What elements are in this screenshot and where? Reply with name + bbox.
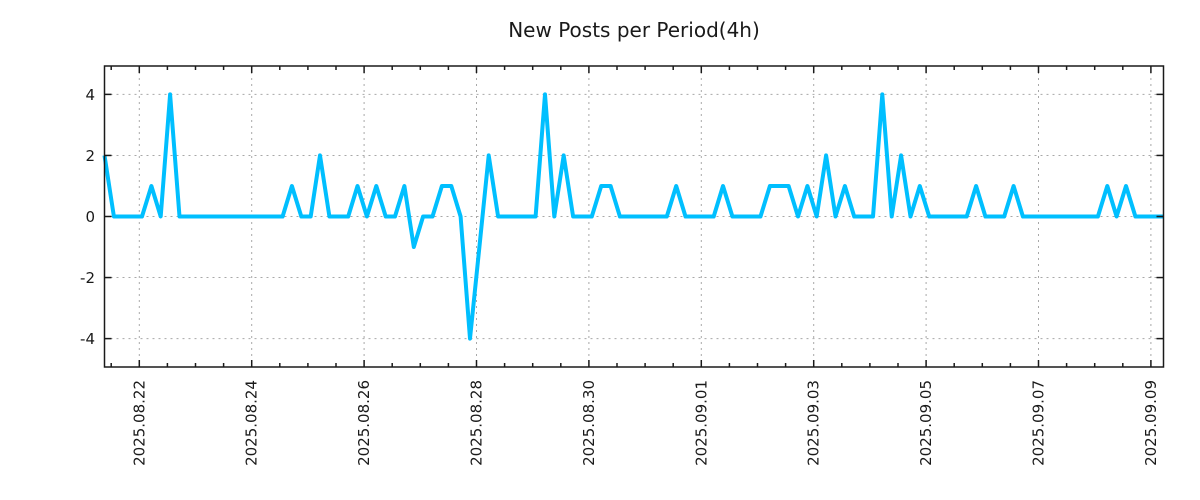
- x-tick-label: 2025.08.28: [468, 380, 486, 466]
- y-tick-label: 4: [85, 86, 95, 104]
- chart-title: New Posts per Period(4h): [508, 18, 760, 42]
- y-tick-label: 2: [85, 147, 95, 165]
- x-tick-label: 2025.08.24: [243, 380, 261, 466]
- x-tick-label: 2025.08.26: [355, 380, 373, 466]
- series-layer: [102, 92, 1164, 341]
- x-tick-label: 2025.09.05: [917, 380, 935, 466]
- y-tick-label: -4: [80, 330, 95, 348]
- x-tick-label: 2025.09.01: [692, 380, 710, 466]
- x-tick-label: 2025.09.09: [1142, 380, 1160, 466]
- series-line-new-posts: [102, 92, 1164, 341]
- x-tick-label: 2025.08.22: [130, 380, 148, 466]
- plot-border: [103, 65, 1165, 368]
- axis-labels: -4 -2 0 2 4 2025.08.22 2025.08.24 2025.08.26 202…: [80, 86, 1160, 466]
- x-tick-label: 2025.08.30: [580, 380, 598, 466]
- y-tick-label: -2: [80, 269, 95, 287]
- y-tick-label: 0: [85, 208, 95, 226]
- x-tick-label: 2025.09.07: [1030, 380, 1048, 466]
- x-tick-label: 2025.09.03: [805, 380, 823, 466]
